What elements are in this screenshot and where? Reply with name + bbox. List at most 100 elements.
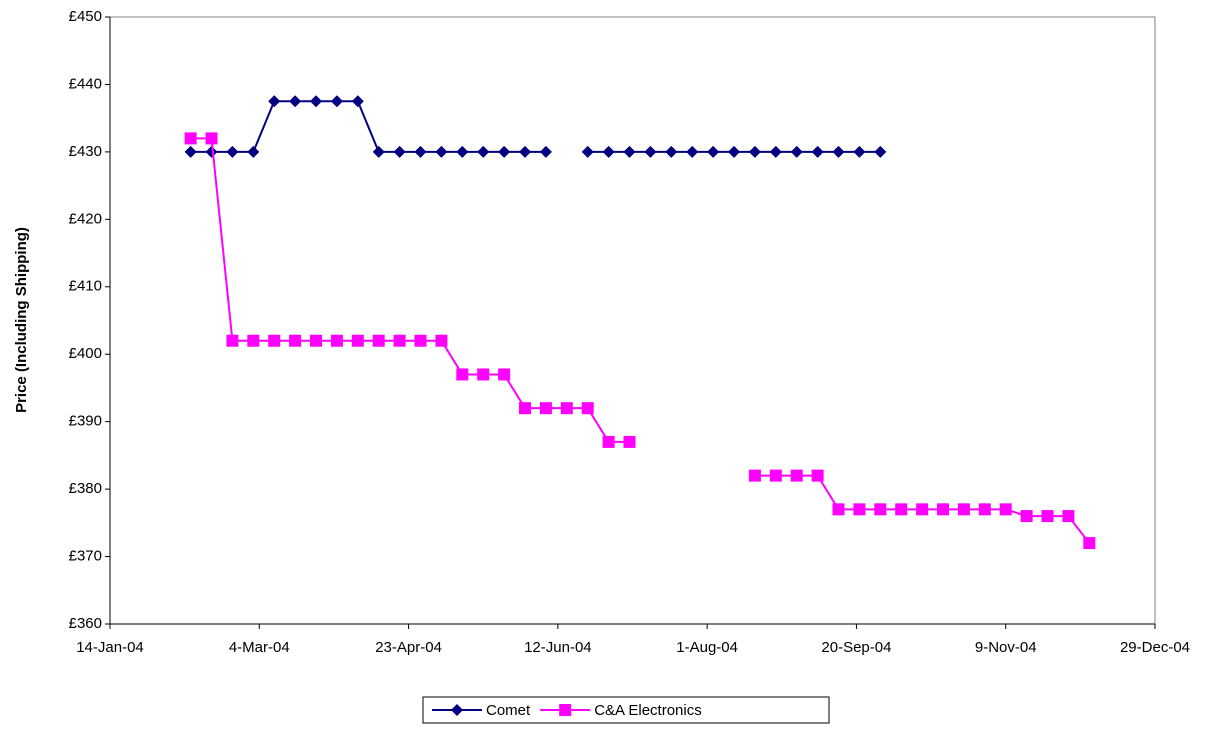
point [999, 503, 1012, 516]
point [623, 145, 636, 158]
point [707, 145, 720, 158]
point [184, 145, 197, 158]
point [539, 402, 552, 415]
y-tick-label: £360 [69, 615, 102, 632]
point [456, 145, 469, 158]
point [769, 469, 782, 482]
point [665, 145, 678, 158]
point [1041, 510, 1054, 523]
point [435, 334, 448, 347]
point [686, 145, 699, 158]
point [268, 334, 281, 347]
point [581, 145, 594, 158]
y-tick-label: £430 [69, 143, 102, 160]
y-tick-label: £380 [69, 480, 102, 497]
point [310, 95, 323, 108]
point [1020, 510, 1033, 523]
y-tick-label: £410 [69, 278, 102, 295]
point [832, 145, 845, 158]
y-tick-label: £420 [69, 210, 102, 227]
point [351, 334, 364, 347]
point [330, 95, 343, 108]
y-tick-label: £450 [69, 8, 102, 25]
point [811, 145, 824, 158]
point [581, 402, 594, 415]
point [623, 435, 636, 448]
point [1083, 537, 1096, 550]
x-tick-label: 29-Dec-04 [1120, 639, 1190, 656]
point [498, 145, 511, 158]
point [205, 145, 218, 158]
point [330, 334, 343, 347]
x-tick-label: 14-Jan-04 [76, 639, 144, 656]
point [289, 95, 302, 108]
legend-label: Comet [486, 702, 531, 719]
legend-label: C&A Electronics [594, 702, 702, 719]
point [1062, 510, 1075, 523]
point [289, 334, 302, 347]
x-tick-label: 9-Nov-04 [975, 639, 1037, 656]
series-line [190, 137, 630, 443]
plot-area [109, 16, 1156, 625]
point [644, 145, 657, 158]
point [519, 145, 532, 158]
point [414, 145, 427, 158]
point [769, 145, 782, 158]
point [247, 334, 260, 347]
point [874, 503, 887, 516]
point [226, 334, 239, 347]
y-axis-label: Price (Including Shipping) [13, 227, 30, 413]
point [559, 704, 572, 716]
point [874, 145, 887, 158]
point [957, 503, 970, 516]
point [351, 95, 364, 108]
point [832, 503, 845, 516]
point [372, 145, 385, 158]
point [456, 368, 469, 381]
point [937, 503, 950, 516]
point [790, 145, 803, 158]
point [435, 145, 448, 158]
point [451, 704, 463, 716]
y-tick-label: £440 [69, 75, 102, 92]
legend [422, 696, 830, 724]
point [477, 145, 490, 158]
point [748, 145, 761, 158]
point [602, 145, 615, 158]
point [560, 402, 573, 415]
point [790, 469, 803, 482]
point [268, 95, 281, 108]
x-tick-label: 4-Mar-04 [229, 639, 290, 656]
point [498, 368, 511, 381]
point [372, 334, 385, 347]
point [226, 145, 239, 158]
point [477, 368, 490, 381]
x-tick-label: 1-Aug-04 [676, 639, 738, 656]
y-tick-label: £370 [69, 548, 102, 565]
point [539, 145, 552, 158]
y-tick-label: £390 [69, 413, 102, 430]
point [895, 503, 908, 516]
x-tick-label: 20-Sep-04 [821, 639, 891, 656]
point [978, 503, 991, 516]
point [853, 503, 866, 516]
point [811, 469, 824, 482]
point [748, 469, 761, 482]
point [247, 145, 260, 158]
point [853, 145, 866, 158]
point [916, 503, 929, 516]
y-tick-label: £400 [69, 345, 102, 362]
point [393, 145, 406, 158]
point [393, 334, 406, 347]
x-tick-label: 23-Apr-04 [375, 639, 442, 656]
point [519, 402, 532, 415]
point [184, 132, 197, 145]
x-tick-label: 12-Jun-04 [524, 639, 592, 656]
point [414, 334, 427, 347]
point [310, 334, 323, 347]
point [205, 132, 218, 145]
point [728, 145, 741, 158]
point [602, 435, 615, 448]
